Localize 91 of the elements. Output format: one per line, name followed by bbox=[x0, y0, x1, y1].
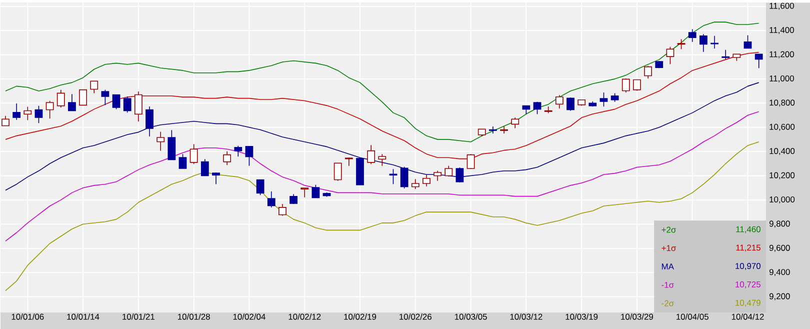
candlestick bbox=[156, 131, 165, 151]
candlestick bbox=[722, 49, 730, 60]
annotation: 11,460 bbox=[736, 226, 760, 233]
candlestick bbox=[644, 65, 652, 79]
annotation: 10,479 bbox=[736, 300, 760, 307]
candlestick bbox=[444, 165, 453, 177]
x-tick-label: 10/02/19 bbox=[344, 313, 376, 320]
y-tick-label: 11,000 bbox=[770, 75, 794, 82]
candlestick bbox=[267, 190, 276, 208]
x-tick-label: 10/03/05 bbox=[454, 313, 487, 320]
candlestick bbox=[190, 144, 198, 164]
candlestick bbox=[434, 170, 442, 181]
candlestick bbox=[633, 79, 641, 91]
text: -2σ bbox=[662, 300, 674, 306]
x-tick-label: 10/01/14 bbox=[67, 313, 100, 320]
candlestick bbox=[600, 92, 608, 107]
x-tick-label: 10/02/04 bbox=[233, 313, 266, 320]
candlestick bbox=[456, 166, 464, 183]
candlestick bbox=[46, 100, 54, 119]
x-tick-label: 10/01/06 bbox=[12, 313, 44, 320]
y-tick-label: 11,600 bbox=[770, 2, 794, 10]
candlestick bbox=[234, 145, 242, 157]
candlestick bbox=[411, 178, 420, 190]
x-tick-label: 10/01/21 bbox=[122, 313, 154, 320]
candlestick bbox=[79, 89, 87, 106]
candlestick bbox=[256, 179, 264, 196]
annotation: 10,725 bbox=[736, 281, 760, 288]
candlestick bbox=[367, 144, 376, 164]
candlestick bbox=[677, 38, 686, 50]
y-tick-label: 11,200 bbox=[770, 51, 794, 58]
x-tick-label: 10/02/26 bbox=[400, 313, 432, 320]
y-tick-label: 10,200 bbox=[770, 172, 795, 179]
candlestick bbox=[400, 166, 408, 189]
candlestick bbox=[146, 106, 154, 137]
candlestick bbox=[744, 34, 752, 48]
candlestick bbox=[200, 158, 209, 176]
y-tick-label: 9,400 bbox=[769, 268, 790, 276]
text: +2σ bbox=[662, 226, 676, 233]
candlestick bbox=[666, 46, 674, 64]
y-tick-label: 9,200 bbox=[769, 293, 790, 300]
candlestick bbox=[511, 116, 520, 128]
candlestick bbox=[533, 101, 542, 114]
x-tick-label: 10/01/28 bbox=[178, 313, 210, 320]
annotation: 10,970 bbox=[736, 262, 760, 270]
text: -1σ bbox=[662, 282, 674, 288]
candlestick bbox=[245, 146, 254, 166]
candlestick bbox=[56, 89, 65, 108]
candlestick bbox=[34, 105, 43, 124]
x-tick-label: 10/02/12 bbox=[288, 313, 321, 320]
candlestick bbox=[278, 203, 286, 216]
candlestick bbox=[168, 129, 176, 160]
x-tick-label: 10/03/19 bbox=[566, 313, 598, 320]
candlestick bbox=[178, 153, 187, 169]
candlestick bbox=[101, 89, 110, 106]
candlestick bbox=[300, 187, 309, 198]
y-tick-label: 10,600 bbox=[770, 124, 795, 131]
candlestick bbox=[90, 80, 98, 94]
candlestick bbox=[500, 126, 508, 134]
candlestick bbox=[378, 153, 386, 166]
y-tick-label: 10,400 bbox=[770, 148, 795, 155]
candlestick bbox=[754, 53, 763, 68]
y-tick-label: 10,800 bbox=[770, 99, 795, 106]
y-tick-label: 9,600 bbox=[769, 244, 790, 252]
candlestick bbox=[290, 194, 298, 204]
candlestick bbox=[700, 34, 708, 52]
y-tick-label: 9,800 bbox=[769, 220, 790, 228]
text: MA bbox=[662, 263, 674, 270]
x-tick-label: 10/04/05 bbox=[676, 313, 708, 320]
candlestick bbox=[344, 156, 353, 166]
candlestick bbox=[688, 28, 696, 42]
candlestick bbox=[422, 174, 430, 187]
x-tick-label: 10/04/12 bbox=[732, 313, 764, 320]
candlestick bbox=[134, 90, 142, 122]
y-tick-label: 11,400 bbox=[770, 26, 794, 34]
candlestick bbox=[466, 153, 475, 170]
text: +1σ bbox=[662, 244, 676, 251]
candlestick bbox=[489, 126, 497, 134]
candlestick bbox=[622, 78, 630, 93]
candlestick bbox=[334, 162, 342, 181]
candlestick bbox=[112, 94, 120, 110]
candlestick bbox=[68, 94, 76, 111]
candlestick bbox=[312, 184, 320, 198]
y-tick-label: 10,000 bbox=[770, 196, 795, 204]
x-tick-label: 10/03/12 bbox=[510, 313, 542, 320]
candlestick bbox=[12, 102, 21, 120]
candlestick bbox=[566, 96, 574, 111]
candlestick bbox=[123, 96, 132, 113]
annotation: 11,215 bbox=[736, 244, 760, 252]
candlestick bbox=[555, 94, 564, 109]
candlestick bbox=[223, 150, 232, 166]
x-tick-label: 10/03/29 bbox=[621, 313, 654, 320]
